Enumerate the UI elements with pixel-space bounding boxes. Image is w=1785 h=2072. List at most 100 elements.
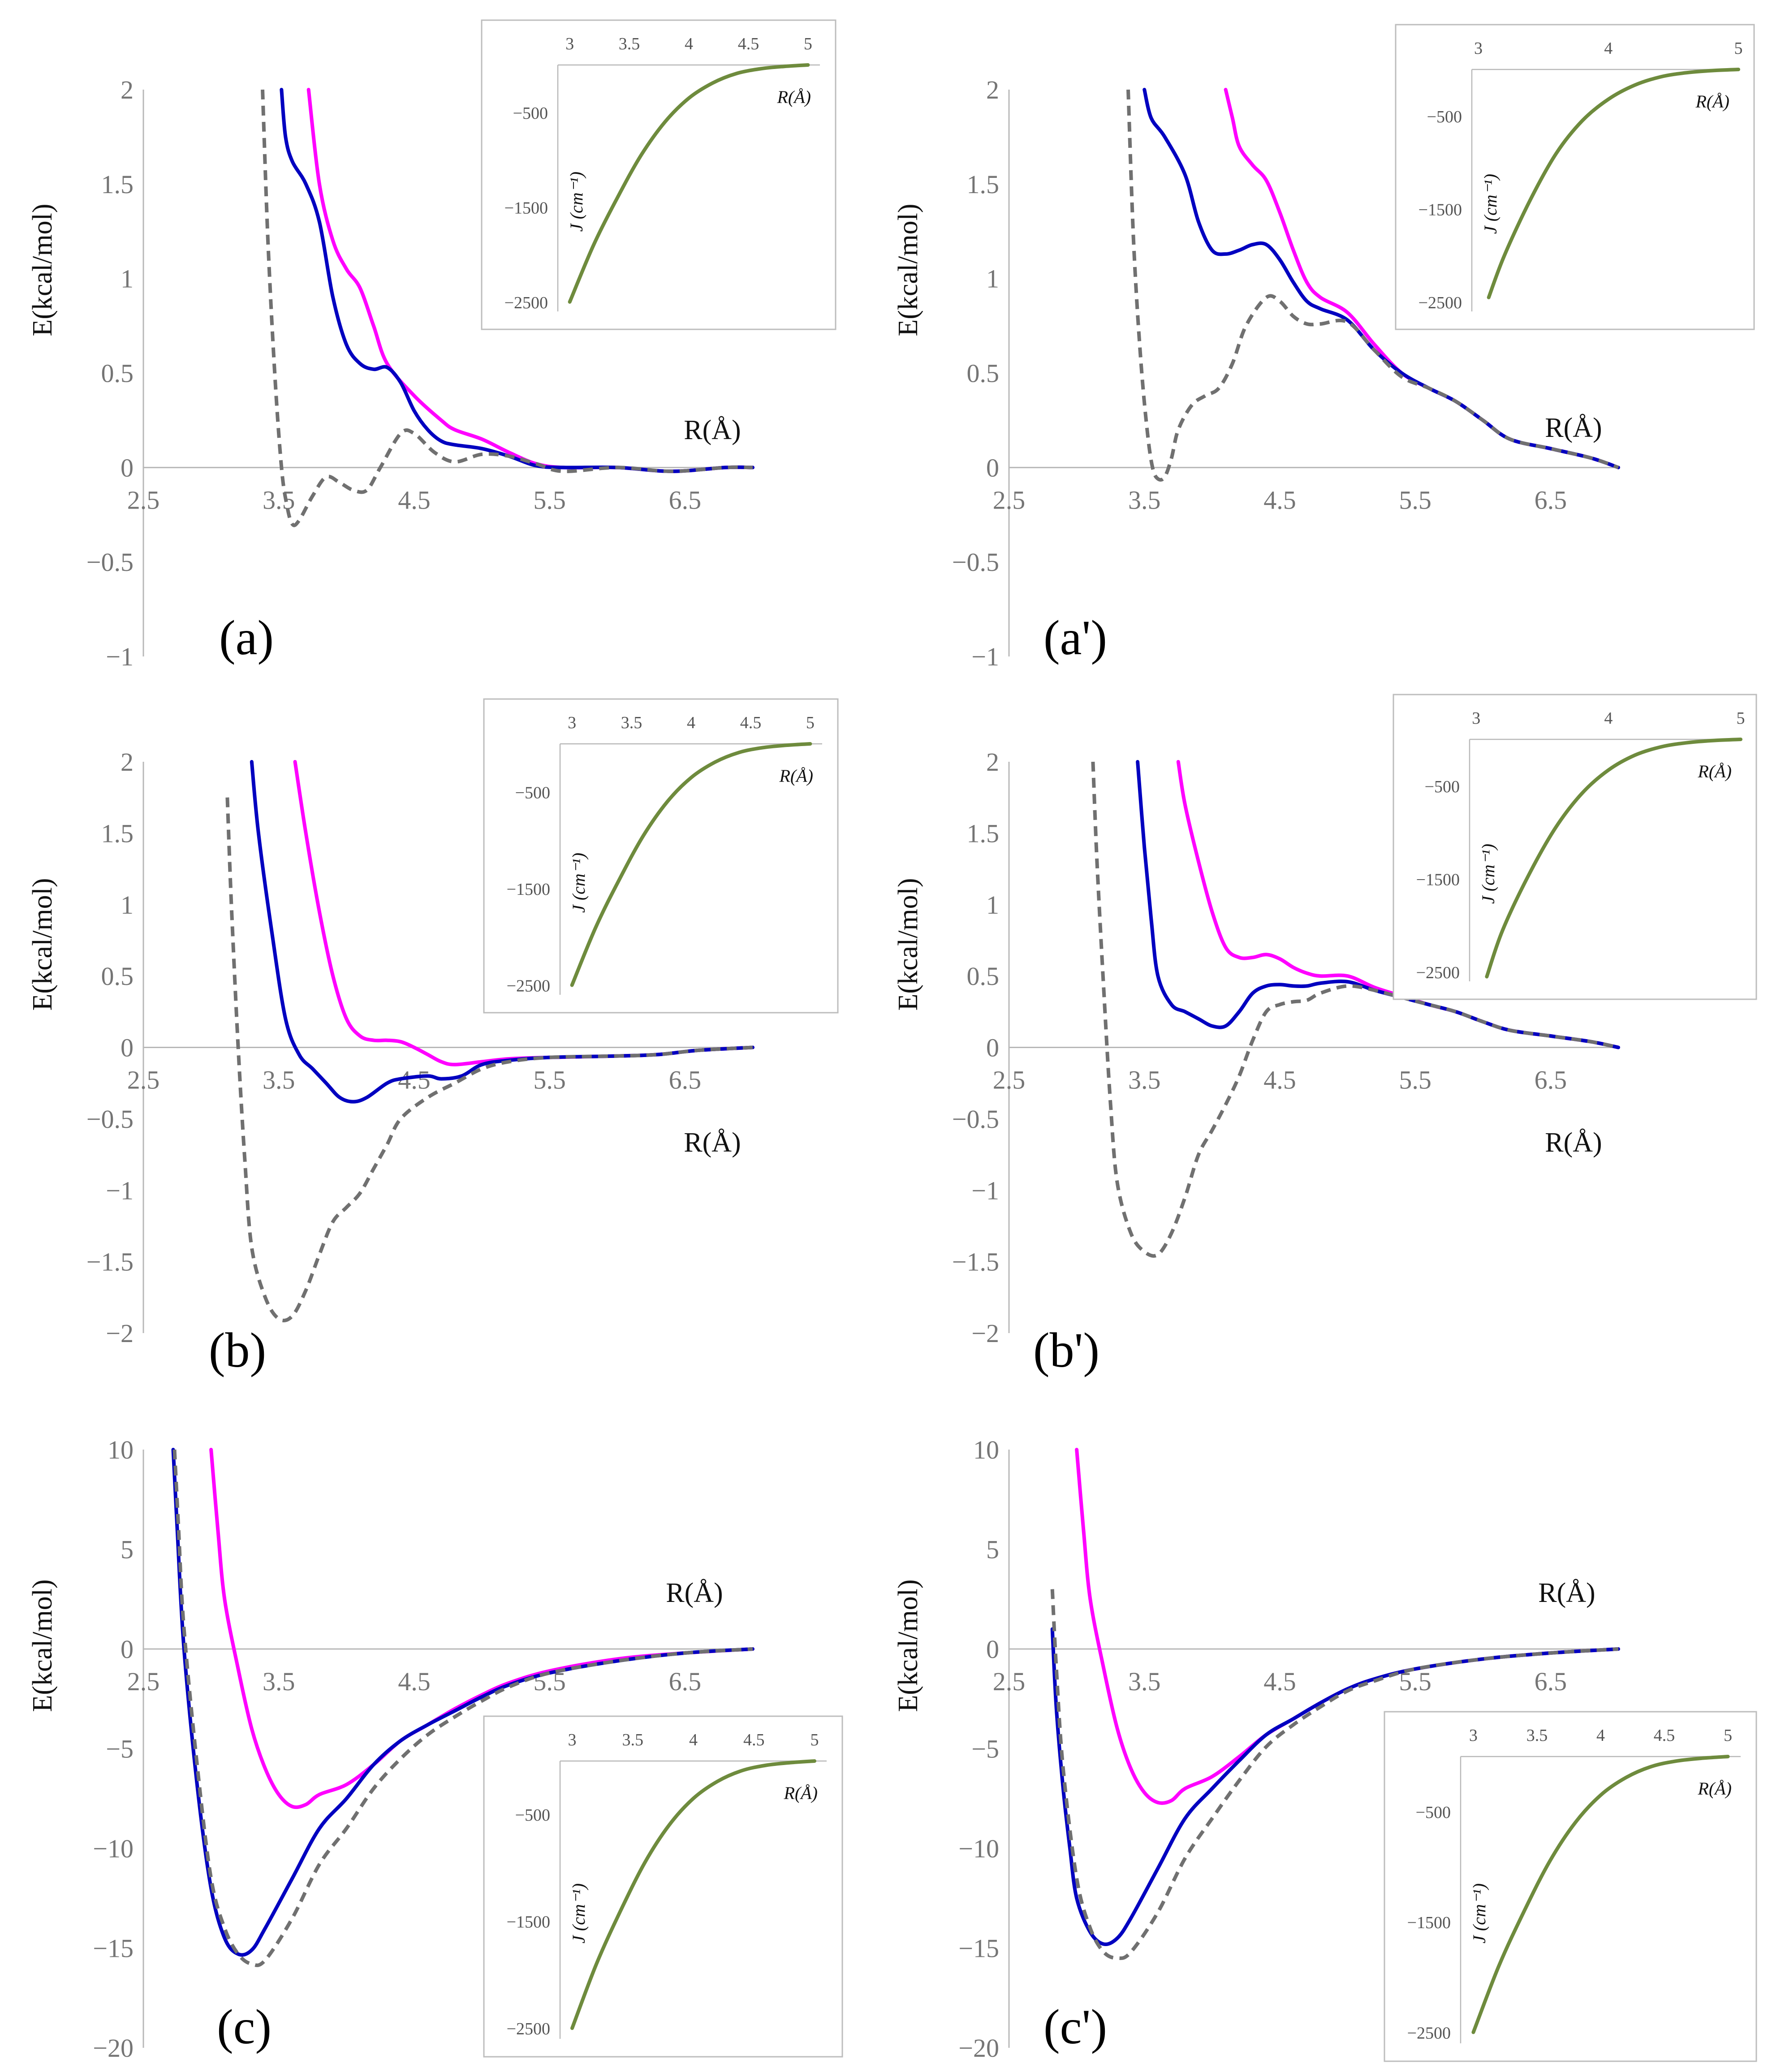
y-tick-label: −0.5 <box>952 1105 999 1134</box>
inset-y-tick-label: −1500 <box>504 199 548 217</box>
y-tick-label: −1 <box>106 642 134 671</box>
y-tick-label: −1 <box>971 1176 999 1205</box>
y-tick-label: 1 <box>121 890 134 919</box>
inset-y-axis-label: J (cm⁻¹) <box>1480 174 1500 234</box>
y-tick-label: 1.5 <box>101 170 134 199</box>
x-tick-label: 2.5 <box>127 485 160 514</box>
y-tick-label: 5 <box>986 1535 999 1564</box>
x-axis-label: R(Å) <box>684 415 741 445</box>
inset-y-axis-label: J (cm⁻¹) <box>569 853 589 913</box>
series-line-lower <box>1050 1589 1619 1960</box>
x-tick-label: 6.5 <box>1535 485 1567 514</box>
inset-frame <box>1395 24 1755 330</box>
series-line-lower <box>261 89 753 527</box>
series-line-middle <box>250 760 755 1104</box>
y-tick-label: 0 <box>986 453 999 482</box>
x-tick-label: 6.5 <box>1535 1066 1567 1095</box>
x-tick-label: 4.5 <box>1263 1066 1296 1095</box>
y-axis-label: E(kcal/mol) <box>893 1579 923 1712</box>
inset-x-tick-label: 4.5 <box>1654 1726 1675 1745</box>
panel-2: −1 −0.5 0 0.5 1 1.5 2 2.5 3.5 4.5 5.5 6.5 E(kcal/mol… <box>893 24 1755 671</box>
inset-chart: 3 4 5 −500 −1500 −2500 R(Å) J (cm⁻¹) <box>1393 694 1757 1000</box>
y-tick-label: 0 <box>121 1635 134 1664</box>
y-tick-label: −1 <box>971 642 999 671</box>
x-tick-label: 3.5 <box>1128 1066 1161 1095</box>
series-line-lower <box>225 797 753 1322</box>
y-tick-label: −5 <box>971 1735 999 1764</box>
x-tick-label: 2.5 <box>993 1066 1026 1095</box>
inset-x-tick-label: 5 <box>804 35 812 53</box>
y-tick-label: −1 <box>106 1176 134 1205</box>
y-axis-label: E(kcal/mol) <box>893 878 923 1010</box>
x-tick-label: 3.5 <box>1128 1667 1161 1696</box>
inset-y-tick-label: −1500 <box>507 1913 550 1932</box>
inset-x-tick-label: 3.5 <box>1526 1726 1548 1745</box>
x-axis-label: R(Å) <box>1545 1127 1602 1158</box>
inset-j-curve <box>1485 738 1742 979</box>
panel-1: −1 −0.5 0 0.5 1 1.5 2 2.5 3.5 4.5 5.5 6.5 E(kcal/mol… <box>27 19 836 671</box>
x-tick-label: 2.5 <box>993 1667 1026 1696</box>
y-tick-label: 1 <box>986 264 999 294</box>
inset-y-tick-label: −1500 <box>507 880 550 899</box>
y-axis-label: E(kcal/mol) <box>27 878 58 1010</box>
y-tick-label: 0 <box>986 1635 999 1664</box>
inset-x-tick-label: 3 <box>568 713 576 732</box>
inset-y-axis-label: J (cm⁻¹) <box>566 172 586 232</box>
inset-x-tick-label: 4 <box>1596 1726 1605 1745</box>
inset-x-tick-label: 4 <box>1604 39 1613 58</box>
panel-label: (a') <box>1043 610 1107 665</box>
y-axis-label: E(kcal/mol) <box>27 1579 58 1712</box>
inset-x-axis-label: R(Å) <box>783 1783 818 1803</box>
panel-label: (c') <box>1043 1999 1107 2054</box>
x-tick-label: 3.5 <box>1128 485 1161 514</box>
y-tick-label: 10 <box>108 1435 134 1464</box>
inset-j-curve <box>568 63 810 304</box>
y-tick-label: 2 <box>986 75 999 104</box>
panel-label: (b') <box>1033 1323 1099 1377</box>
inset-chart: 3 4 5 −500 −1500 −2500 R(Å) J (cm⁻¹) <box>1395 24 1755 330</box>
inset-j-curve <box>1471 1755 1730 2034</box>
x-tick-label: 4.5 <box>398 1667 431 1696</box>
y-tick-label: −5 <box>106 1735 134 1764</box>
y-tick-label: −1.5 <box>86 1248 134 1277</box>
y-tick-label: 0.5 <box>101 962 134 991</box>
y-tick-label: 0.5 <box>967 359 1000 388</box>
x-tick-label: 5.5 <box>1399 1066 1431 1095</box>
x-tick-label: 2.5 <box>127 1667 160 1696</box>
x-axis-label: R(Å) <box>684 1127 741 1158</box>
x-tick-label: 6.5 <box>669 485 702 514</box>
x-tick-label: 5.5 <box>1399 485 1431 514</box>
y-tick-label: 5 <box>121 1535 134 1564</box>
y-tick-label: 0 <box>986 1033 999 1062</box>
inset-x-axis-label: R(Å) <box>779 766 813 786</box>
y-tick-label: 0 <box>121 453 134 482</box>
y-axis-label: E(kcal/mol) <box>27 203 58 336</box>
inset-frame <box>483 1715 843 2058</box>
inset-x-axis-label: R(Å) <box>776 87 811 107</box>
x-tick-label: 2.5 <box>127 1066 160 1095</box>
inset-frame <box>1384 1711 1757 2062</box>
inset-y-tick-label: −2500 <box>504 294 548 312</box>
series-line-middle <box>1050 1627 1620 1947</box>
panel-label: (b) <box>209 1323 266 1377</box>
inset-x-tick-label: 3 <box>1474 39 1483 58</box>
inset-x-axis-label: R(Å) <box>1697 761 1732 781</box>
y-tick-label: 2 <box>986 747 999 777</box>
x-axis-label: R(Å) <box>666 1578 723 1608</box>
inset-y-tick-label: −2500 <box>1407 2024 1451 2042</box>
inset-j-curve <box>1487 68 1740 299</box>
inset-x-tick-label: 3 <box>1472 709 1480 728</box>
x-tick-label: 5.5 <box>533 485 566 514</box>
inset-y-tick-label: −2500 <box>1416 963 1460 982</box>
inset-y-tick-label: −500 <box>1425 777 1460 796</box>
x-tick-label: 5.5 <box>533 1066 566 1095</box>
inset-y-tick-label: −500 <box>1427 108 1462 126</box>
inset-x-axis-label: R(Å) <box>1695 91 1729 112</box>
inset-chart: 3 3.5 4 4.5 5 −500 −1500 −2500 R(Å) J (cm⁻¹) <box>483 1715 843 2058</box>
y-tick-label: −10 <box>93 1834 134 1863</box>
series-line-upper <box>209 1448 755 1809</box>
x-axis-label: R(Å) <box>1545 413 1602 443</box>
x-tick-label: 3.5 <box>263 485 295 514</box>
